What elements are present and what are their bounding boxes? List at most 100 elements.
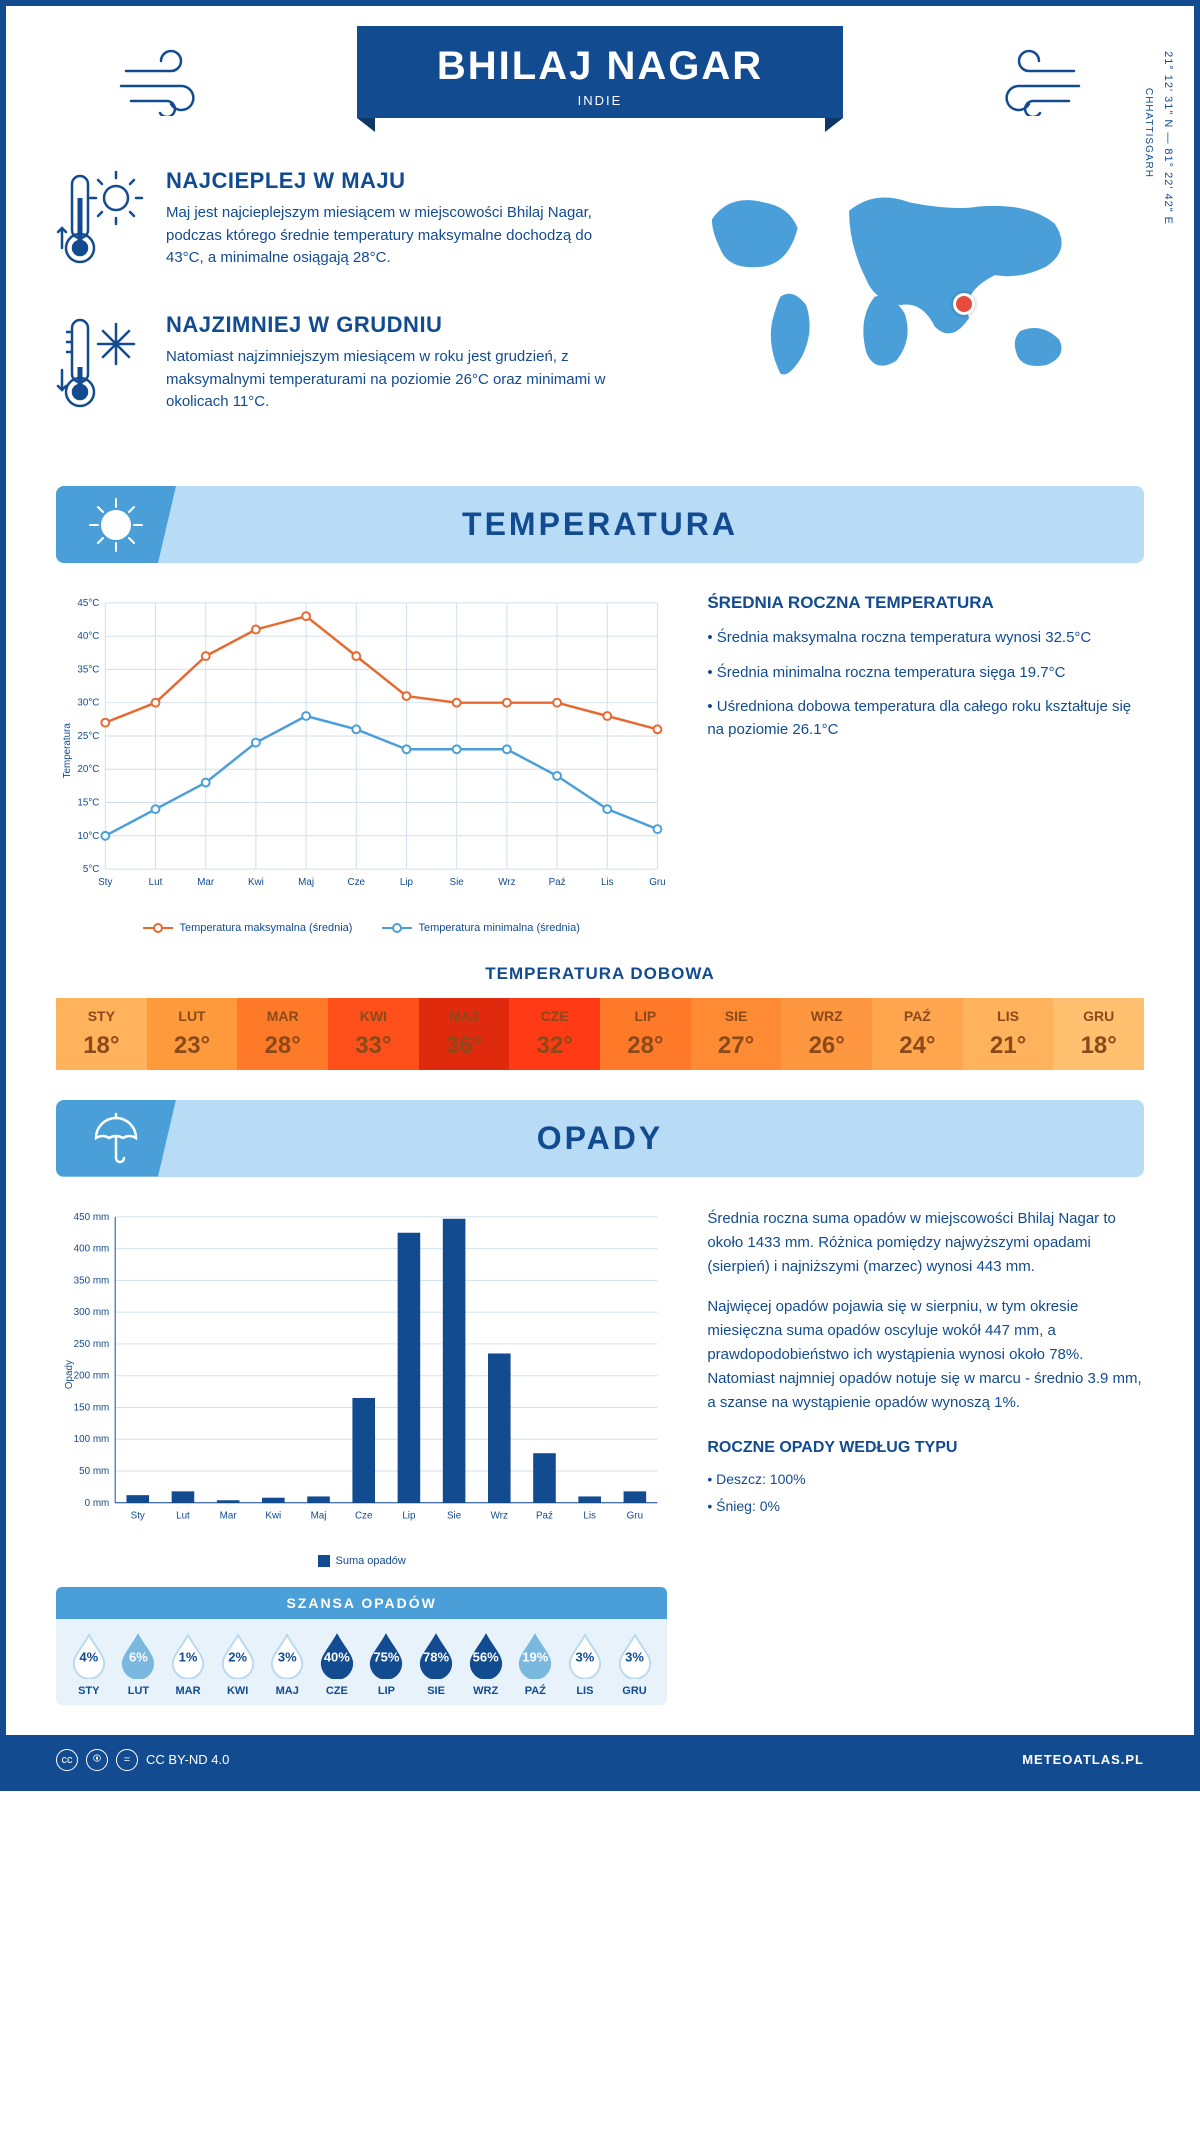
section-precipitation: OPADY [56,1100,1144,1177]
side-heading: ŚREDNIA ROCZNA TEMPERATURA [707,593,1144,613]
daily-cell: MAR28° [237,998,328,1070]
types-heading: ROCZNE OPADY WEDŁUG TYPU [707,1435,1144,1461]
daily-cell: CZE32° [509,998,600,1070]
map-coords: 21° 12' 31" N — 81° 22' 42" E [1162,51,1174,225]
legend-label: Temperatura maksymalna (średnia) [179,922,352,934]
svg-text:15°C: 15°C [77,797,99,808]
license-text: CC BY-ND 4.0 [146,1752,229,1767]
svg-text:Lis: Lis [601,877,614,888]
info-text: Natomiast najzimniejszym miesiącem w rok… [166,346,610,414]
daily-cell: LIP28° [600,998,691,1070]
svg-text:150 mm: 150 mm [74,1402,110,1413]
precip-types: ROCZNE OPADY WEDŁUG TYPU • Deszcz: 100% … [707,1435,1144,1517]
chance-cell: 3%LIS [560,1631,610,1697]
map-region: CHHATTISGARH [1143,88,1154,178]
svg-text:Maj: Maj [298,877,314,888]
svg-text:Opady: Opady [64,1360,75,1389]
svg-text:Wrz: Wrz [498,877,515,888]
chance-cell: 4%STY [64,1631,114,1697]
svg-text:Maj: Maj [311,1510,327,1521]
temperature-chart: 5°C10°C15°C20°C25°C30°C35°C40°C45°CStyLu… [56,593,667,909]
page-footer: cc 🅯 = CC BY-ND 4.0 METEOATLAS.PL [6,1735,1194,1785]
side-text: • Uśredniona dobowa temperatura dla całe… [707,696,1144,741]
chance-cell: 3%GRU [610,1631,660,1697]
legend-item: Temperatura minimalna (średnia) [382,922,579,934]
svg-text:300 mm: 300 mm [74,1307,110,1318]
section-title: TEMPERATURA [86,506,1114,543]
svg-text:Paź: Paź [549,877,566,888]
legend-item: Suma opadów [318,1555,406,1567]
svg-text:Gru: Gru [649,877,665,888]
svg-text:Temperatura: Temperatura [62,723,73,779]
daily-temp-title: TEMPERATURA DOBOWA [56,964,1144,984]
svg-text:Lip: Lip [402,1510,416,1521]
chance-table: SZANSA OPADÓW 4%STY6%LUT1%MAR2%KWI3%MAJ4… [56,1587,667,1705]
info-heading: NAJCIEPLEJ W MAJU [166,168,610,194]
chance-cell: 1%MAR [163,1631,213,1697]
chance-cell: 75%LIP [362,1631,412,1697]
daily-temp-bar: STY18°LUT23°MAR28°KWI33°MAJ36°CZE32°LIP2… [56,998,1144,1070]
svg-text:25°C: 25°C [77,731,99,742]
svg-text:Gru: Gru [627,1510,643,1521]
title-banner: BHILAJ NAGAR INDIE [357,26,843,118]
daily-cell: KWI33° [328,998,419,1070]
chance-cell: 2%KWI [213,1631,263,1697]
map-marker [953,293,975,315]
sun-icon [56,486,176,563]
svg-text:450 mm: 450 mm [74,1211,110,1222]
world-map [640,168,1144,408]
svg-text:Lut: Lut [149,877,163,888]
svg-text:Cze: Cze [355,1510,373,1521]
nd-icon: = [116,1749,138,1771]
info-coldest: NAJZIMNIEJ W GRUDNIU Natomiast najzimnie… [56,312,610,426]
legend-label: Suma opadów [336,1555,406,1567]
svg-text:Kwi: Kwi [265,1510,281,1521]
daily-cell: PAŹ24° [872,998,963,1070]
chance-cell: 40%CZE [312,1631,362,1697]
daily-cell: LUT23° [147,998,238,1070]
daily-cell: GRU18° [1053,998,1144,1070]
svg-text:Mar: Mar [197,877,215,888]
svg-text:35°C: 35°C [77,664,99,675]
wind-icon [116,46,206,128]
svg-text:100 mm: 100 mm [74,1434,110,1445]
chance-cell: 3%MAJ [262,1631,312,1697]
svg-text:Sie: Sie [447,1510,462,1521]
thermometer-hot-icon [56,168,146,282]
side-text: • Średnia maksymalna roczna temperatura … [707,627,1144,650]
chance-cell: 6%LUT [114,1631,164,1697]
svg-text:350 mm: 350 mm [74,1275,110,1286]
page-subtitle: INDIE [437,93,763,108]
svg-text:45°C: 45°C [77,598,99,609]
section-title: OPADY [86,1120,1114,1157]
legend-label: Temperatura minimalna (średnia) [418,922,579,934]
side-text: Średnia roczna suma opadów w miejscowośc… [707,1207,1144,1279]
svg-text:5°C: 5°C [83,864,100,875]
chance-title: SZANSA OPADÓW [56,1587,667,1619]
side-text: • Średnia minimalna roczna temperatura s… [707,662,1144,685]
svg-text:200 mm: 200 mm [74,1370,110,1381]
umbrella-icon [56,1100,176,1177]
svg-text:Cze: Cze [348,877,366,888]
info-text: Maj jest najcieplejszym miesiącem w miej… [166,202,610,270]
svg-text:40°C: 40°C [77,631,99,642]
svg-text:30°C: 30°C [77,698,99,709]
section-temperature: TEMPERATURA [56,486,1144,563]
svg-text:Lis: Lis [583,1510,596,1521]
svg-text:10°C: 10°C [77,831,99,842]
chance-cell: 56%WRZ [461,1631,511,1697]
svg-text:250 mm: 250 mm [74,1338,110,1349]
svg-text:Sty: Sty [131,1510,145,1521]
daily-cell: MAJ36° [419,998,510,1070]
by-icon: 🅯 [86,1749,108,1771]
svg-text:Lip: Lip [400,877,414,888]
svg-text:Lut: Lut [176,1510,190,1521]
types-item: • Śnieg: 0% [707,1495,1144,1517]
svg-text:400 mm: 400 mm [74,1243,110,1254]
daily-cell: WRZ26° [781,998,872,1070]
license: cc 🅯 = CC BY-ND 4.0 [56,1749,229,1771]
daily-cell: STY18° [56,998,147,1070]
side-text: Najwięcej opadów pojawia się w sierpniu,… [707,1295,1144,1415]
svg-text:0 mm: 0 mm [85,1497,110,1508]
types-item: • Deszcz: 100% [707,1468,1144,1490]
